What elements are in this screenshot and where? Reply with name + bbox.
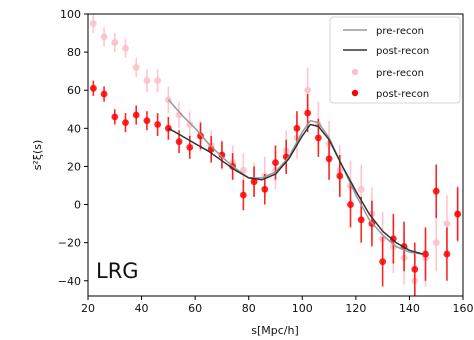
point-pre-recon-32 bbox=[432, 239, 440, 247]
legend-label-pre-recon-line: pre-recon bbox=[376, 26, 424, 37]
point-pre-recon-9 bbox=[186, 121, 194, 128]
legend-swatch-post-recon-marker bbox=[351, 89, 359, 97]
x-tick-label-20: 20 bbox=[81, 302, 95, 315]
point-pre-recon-2 bbox=[111, 39, 119, 46]
x-tick-label-40: 40 bbox=[135, 302, 149, 315]
x-tick-label-100: 100 bbox=[292, 302, 313, 315]
point-pre-recon-33 bbox=[443, 220, 451, 227]
point-post-recon-16 bbox=[261, 185, 269, 193]
legend-label-pre-recon-marker: pre-recon bbox=[376, 68, 424, 79]
point-post-recon-8 bbox=[175, 138, 183, 146]
point-post-recon-1 bbox=[100, 90, 108, 98]
y-tick-label-60: 60 bbox=[67, 84, 81, 97]
point-post-recon-17 bbox=[272, 159, 279, 167]
point-post-recon-28 bbox=[389, 235, 397, 243]
point-post-recon-10 bbox=[197, 132, 204, 140]
point-post-recon-23 bbox=[336, 172, 344, 180]
legend: pre-recon post-recon pre-recon post-reco… bbox=[329, 16, 461, 104]
point-post-recon-31 bbox=[422, 250, 429, 258]
point-post-recon-4 bbox=[132, 111, 140, 119]
point-post-recon-24 bbox=[347, 201, 354, 208]
x-tick-label-160: 160 bbox=[453, 302, 474, 315]
x-tick-label-60: 60 bbox=[188, 302, 202, 315]
y-tick-label-100: 100 bbox=[60, 8, 81, 21]
point-post-recon-7 bbox=[164, 124, 172, 132]
point-post-recon-3 bbox=[122, 119, 129, 127]
panel-label: LRG bbox=[96, 259, 139, 283]
point-post-recon-20 bbox=[304, 109, 312, 117]
point-post-recon-30 bbox=[411, 265, 419, 273]
point-post-recon-34 bbox=[454, 210, 462, 218]
model-line-post-recon bbox=[168, 123, 424, 255]
point-post-recon-12 bbox=[218, 151, 226, 159]
y-tick-label-20: 20 bbox=[67, 160, 81, 173]
y-tick-label-80: 80 bbox=[67, 46, 81, 59]
x-tick-label-140: 140 bbox=[399, 302, 420, 315]
y-tick-label--20: −20 bbox=[58, 237, 81, 250]
y-tick-label-40: 40 bbox=[67, 122, 81, 135]
point-pre-recon-5 bbox=[143, 77, 151, 85]
x-tick-label-120: 120 bbox=[345, 302, 366, 315]
point-pre-recon-20 bbox=[304, 86, 312, 94]
model-line-pre-recon bbox=[167, 99, 423, 255]
point-post-recon-25 bbox=[357, 216, 365, 224]
series-layer bbox=[89, 14, 462, 296]
point-post-recon-5 bbox=[143, 117, 151, 125]
point-post-recon-27 bbox=[379, 258, 387, 266]
point-pre-recon-3 bbox=[122, 44, 129, 52]
point-post-recon-14 bbox=[239, 191, 247, 199]
point-pre-recon-6 bbox=[154, 77, 162, 85]
point-post-recon-33 bbox=[443, 250, 451, 258]
legend-label-post-recon-marker: post-recon bbox=[376, 89, 429, 100]
legend-label-post-recon-line: post-recon bbox=[376, 46, 429, 57]
legend-swatch-pre-recon-marker bbox=[351, 68, 359, 76]
point-post-recon-15 bbox=[250, 178, 258, 186]
point-post-recon-6 bbox=[154, 121, 162, 128]
y-tick-label--40: −40 bbox=[58, 275, 81, 288]
point-pre-recon-1 bbox=[100, 33, 108, 41]
x-axis-title: s[Mpc/h] bbox=[251, 324, 299, 336]
ticks-layer: 20 40 60 80 100 120 140 160 −40 −20 0 20 40 60 80 100 bbox=[58, 8, 474, 315]
y-tick-label-0: 0 bbox=[74, 199, 81, 212]
point-post-recon-21 bbox=[314, 134, 322, 142]
point-post-recon-19 bbox=[293, 124, 301, 132]
point-post-recon-0 bbox=[89, 84, 97, 92]
y-axis-title: s²ξ(s) bbox=[31, 140, 44, 171]
point-pre-recon-25 bbox=[357, 185, 365, 193]
point-pre-recon-0 bbox=[89, 20, 97, 27]
point-post-recon-2 bbox=[111, 113, 119, 121]
x-tick-label-80: 80 bbox=[242, 302, 256, 315]
point-post-recon-22 bbox=[325, 155, 333, 163]
point-pre-recon-4 bbox=[132, 63, 140, 71]
legend-box bbox=[329, 16, 461, 104]
series-post-recon bbox=[89, 80, 462, 296]
point-post-recon-9 bbox=[186, 143, 194, 151]
plot-frame bbox=[87, 13, 464, 297]
point-post-recon-32 bbox=[432, 187, 440, 195]
